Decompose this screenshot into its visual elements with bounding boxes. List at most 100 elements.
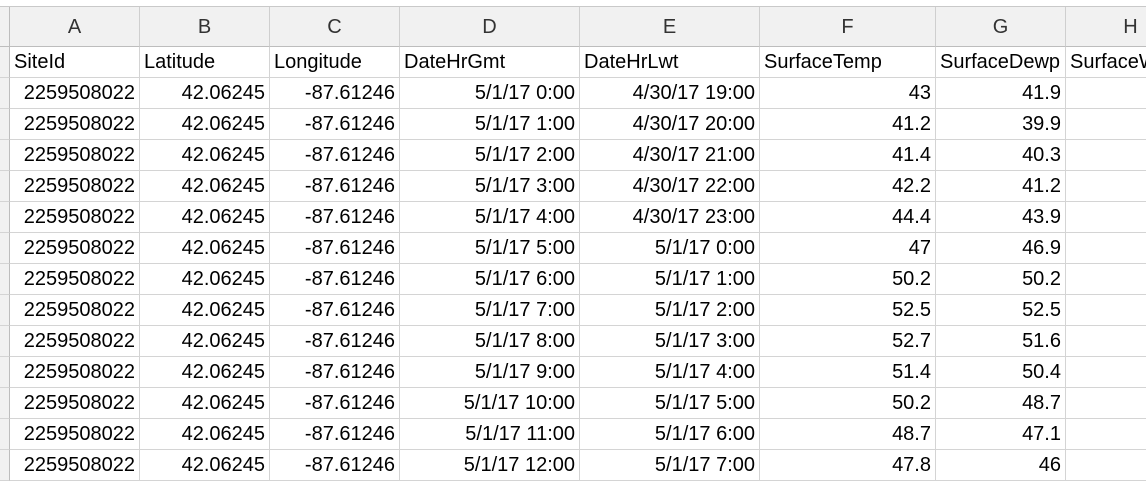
data-cell[interactable]: -87.61246 [270,357,400,388]
column-header-a[interactable]: A [10,7,140,47]
data-cell[interactable]: 46.9 [1066,233,1146,264]
column-header-g[interactable]: G [936,7,1066,47]
data-cell[interactable]: 42.06245 [140,264,270,295]
data-cell[interactable]: 2259508022 [10,171,140,202]
data-cell[interactable]: 42.5 [1066,78,1146,109]
row-header[interactable] [0,78,10,109]
data-cell[interactable]: 42.06245 [140,357,270,388]
data-cell[interactable]: 5/1/17 11:00 [400,419,580,450]
data-cell[interactable]: 2259508022 [10,295,140,326]
data-cell[interactable]: 48.7 [936,388,1066,419]
data-cell[interactable]: -87.61246 [270,326,400,357]
row-header[interactable] [0,419,10,450]
data-cell[interactable]: 50.2 [936,264,1066,295]
data-cell[interactable]: 2259508022 [10,450,140,481]
data-cell[interactable]: 41.2 [936,171,1066,202]
data-cell[interactable]: 41.4 [760,140,936,171]
header-cell[interactable]: SiteId [10,47,140,78]
data-cell[interactable]: 5/1/17 12:00 [400,450,580,481]
data-cell[interactable]: -87.61246 [270,109,400,140]
data-cell[interactable]: 52.5 [760,295,936,326]
data-cell[interactable]: 46 [936,450,1066,481]
data-cell[interactable]: 5/1/17 2:00 [400,140,580,171]
row-header[interactable] [0,202,10,233]
data-cell[interactable]: 42.06245 [140,78,270,109]
row-header[interactable] [0,326,10,357]
data-cell[interactable]: 2259508022 [10,326,140,357]
data-cell[interactable]: 2259508022 [10,109,140,140]
data-cell[interactable]: 2259508022 [10,388,140,419]
data-cell[interactable]: 5/1/17 3:00 [580,326,760,357]
data-cell[interactable]: 5/1/17 4:00 [400,202,580,233]
data-cell[interactable]: 39.9 [936,109,1066,140]
data-cell[interactable]: 42.06245 [140,233,270,264]
data-cell[interactable]: 4/30/17 21:00 [580,140,760,171]
data-cell[interactable]: 2259508022 [10,419,140,450]
data-cell[interactable]: 42.06245 [140,171,270,202]
data-cell[interactable]: 52.5 [936,295,1066,326]
data-cell[interactable]: 50.8 [1066,357,1146,388]
data-cell[interactable]: 48.7 [760,419,936,450]
row-header[interactable] [0,264,10,295]
data-cell[interactable]: -87.61246 [270,419,400,450]
data-cell[interactable]: 5/1/17 9:00 [400,357,580,388]
data-cell[interactable]: 2259508022 [10,357,140,388]
data-cell[interactable]: 42.06245 [140,202,270,233]
data-cell[interactable]: 40.8 [1066,140,1146,171]
data-cell[interactable]: 52.1 [1066,326,1146,357]
data-cell[interactable]: 41.7 [1066,171,1146,202]
data-cell[interactable]: 43 [760,78,936,109]
data-cell[interactable]: 40.3 [936,140,1066,171]
row-header[interactable] [0,109,10,140]
data-cell[interactable]: 5/1/17 6:00 [400,264,580,295]
data-cell[interactable]: 41.2 [760,109,936,140]
data-cell[interactable]: 42.06245 [140,450,270,481]
row-header[interactable] [0,47,10,78]
data-cell[interactable]: -87.61246 [270,202,400,233]
row-header[interactable] [0,295,10,326]
data-cell[interactable]: 4/30/17 20:00 [580,109,760,140]
column-header-h[interactable]: H [1066,7,1146,47]
data-cell[interactable]: 44.1 [1066,202,1146,233]
data-cell[interactable]: 44.4 [760,202,936,233]
data-cell[interactable]: 2259508022 [10,78,140,109]
data-cell[interactable]: 43.9 [936,202,1066,233]
header-cell[interactable]: Latitude [140,47,270,78]
data-cell[interactable]: 5/1/17 5:00 [400,233,580,264]
header-cell[interactable]: Longitude [270,47,400,78]
data-cell[interactable]: 2259508022 [10,264,140,295]
row-header[interactable] [0,388,10,419]
data-cell[interactable]: 47.9 [1066,419,1146,450]
data-cell[interactable]: 5/1/17 3:00 [400,171,580,202]
data-cell[interactable]: 42.2 [760,171,936,202]
data-cell[interactable]: 50.2 [1066,264,1146,295]
data-cell[interactable]: 41.9 [936,78,1066,109]
header-cell[interactable]: SurfaceTemp [760,47,936,78]
data-cell[interactable]: 50.2 [760,388,936,419]
data-cell[interactable]: 47 [760,233,936,264]
data-cell[interactable]: 5/1/17 0:00 [580,233,760,264]
data-cell[interactable]: 42.06245 [140,295,270,326]
data-cell[interactable]: 46.9 [936,233,1066,264]
data-cell[interactable]: 2259508022 [10,202,140,233]
data-cell[interactable]: 5/1/17 0:00 [400,78,580,109]
data-cell[interactable]: 4/30/17 19:00 [580,78,760,109]
data-cell[interactable]: 5/1/17 4:00 [580,357,760,388]
column-header-d[interactable]: D [400,7,580,47]
data-cell[interactable]: 42.06245 [140,419,270,450]
column-header-b[interactable]: B [140,7,270,47]
row-header[interactable] [0,357,10,388]
data-cell[interactable]: 42.06245 [140,140,270,171]
data-cell[interactable]: 52.5 [1066,295,1146,326]
data-cell[interactable]: 50.2 [760,264,936,295]
select-all-corner[interactable] [0,7,10,47]
column-header-c[interactable]: C [270,7,400,47]
data-cell[interactable]: 5/1/17 7:00 [580,450,760,481]
data-cell[interactable]: -87.61246 [270,264,400,295]
row-header[interactable] [0,450,10,481]
data-cell[interactable]: 4/30/17 22:00 [580,171,760,202]
column-header-e[interactable]: E [580,7,760,47]
column-header-f[interactable]: F [760,7,936,47]
header-cell[interactable]: SurfaceWetB [1066,47,1146,78]
data-cell[interactable]: 51.6 [936,326,1066,357]
